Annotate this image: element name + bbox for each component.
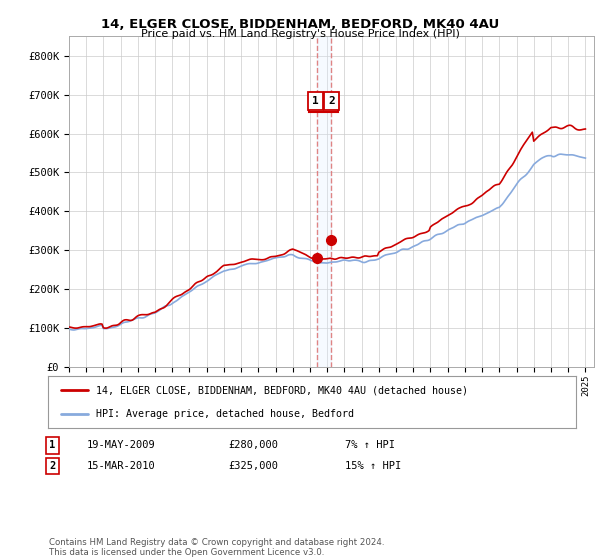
Text: 19-MAY-2009: 19-MAY-2009	[87, 440, 156, 450]
Text: 15-MAR-2010: 15-MAR-2010	[87, 461, 156, 471]
Bar	[317, 36, 331, 367]
Text: 2: 2	[328, 96, 335, 106]
Text: 7% ↑ HPI: 7% ↑ HPI	[345, 440, 395, 450]
Text: HPI: Average price, detached house, Bedford: HPI: Average price, detached house, Bedf…	[95, 409, 353, 419]
Text: 1: 1	[312, 96, 319, 106]
Text: 1: 1	[49, 440, 55, 450]
Text: £280,000: £280,000	[228, 440, 278, 450]
Text: 14, ELGER CLOSE, BIDDENHAM, BEDFORD, MK40 4AU (detached house): 14, ELGER CLOSE, BIDDENHAM, BEDFORD, MK4…	[95, 385, 467, 395]
Text: 1 2: 1 2	[314, 97, 334, 108]
Text: 15% ↑ HPI: 15% ↑ HPI	[345, 461, 401, 471]
Text: £325,000: £325,000	[228, 461, 278, 471]
Text: 2: 2	[49, 461, 55, 471]
Text: 14, ELGER CLOSE, BIDDENHAM, BEDFORD, MK40 4AU: 14, ELGER CLOSE, BIDDENHAM, BEDFORD, MK4…	[101, 18, 499, 31]
Text: Price paid vs. HM Land Registry's House Price Index (HPI): Price paid vs. HM Land Registry's House …	[140, 29, 460, 39]
Text: Contains HM Land Registry data © Crown copyright and database right 2024.
This d: Contains HM Land Registry data © Crown c…	[49, 538, 385, 557]
